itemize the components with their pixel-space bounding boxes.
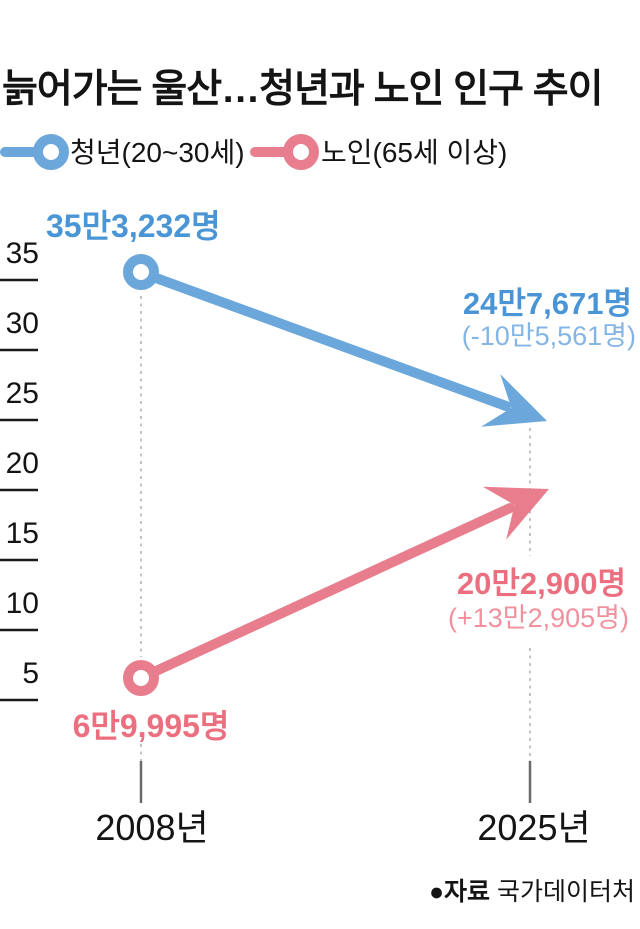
source-line: ●자료 국가데이터처 — [429, 878, 635, 906]
youth-end-value: 24만7,671명 — [463, 286, 632, 321]
elderly-change-value: (+13만2,905명) — [448, 603, 629, 633]
y-tick-label-25: 25 — [6, 377, 39, 410]
source-prefix: ●자료 — [429, 878, 490, 906]
y-tick-label-5: 5 — [22, 657, 39, 690]
legend: 청년(20~30세) 노인(65세 이상) — [0, 134, 507, 170]
page-title: 늙어가는 울산…청년과 노인 인구 추이 — [2, 68, 603, 111]
youth-arrowhead-icon — [481, 374, 547, 427]
elderly-series — [123, 486, 549, 696]
elderly-2008-point — [123, 660, 159, 696]
y-tick-label-10: 10 — [6, 587, 39, 620]
legend-elderly-label: 노인(65세 이상) — [321, 137, 507, 168]
x-label-2025: 2025년 — [477, 807, 590, 848]
youth-start-value: 35만3,232명 — [46, 208, 221, 244]
elderly-arrowhead-icon — [482, 486, 549, 540]
legend-youth-marker-icon — [33, 134, 69, 170]
legend-elderly-marker-icon — [283, 134, 319, 170]
y-tick-label-35: 35 — [6, 237, 39, 270]
y-tick-label-15: 15 — [6, 517, 39, 550]
legend-youth-label: 청년(20~30세) — [70, 137, 245, 168]
x-label-2008: 2008년 — [95, 807, 208, 848]
elderly-end-value: 20만2,900명 — [457, 566, 626, 601]
source-name: 국가데이터처 — [490, 878, 635, 906]
youth-series — [123, 254, 547, 427]
y-tick-label-30: 30 — [6, 307, 39, 340]
youth-2008-point — [123, 254, 159, 290]
elderly-start-value: 6만9,995명 — [73, 708, 230, 744]
youth-trend-line — [151, 273, 511, 411]
elderly-trend-line — [151, 503, 515, 676]
y-tick-label-20: 20 — [6, 447, 39, 480]
youth-change-value: (-10만5,561명) — [462, 321, 636, 351]
y-axis: 35 30 25 20 15 10 5 — [0, 237, 39, 702]
